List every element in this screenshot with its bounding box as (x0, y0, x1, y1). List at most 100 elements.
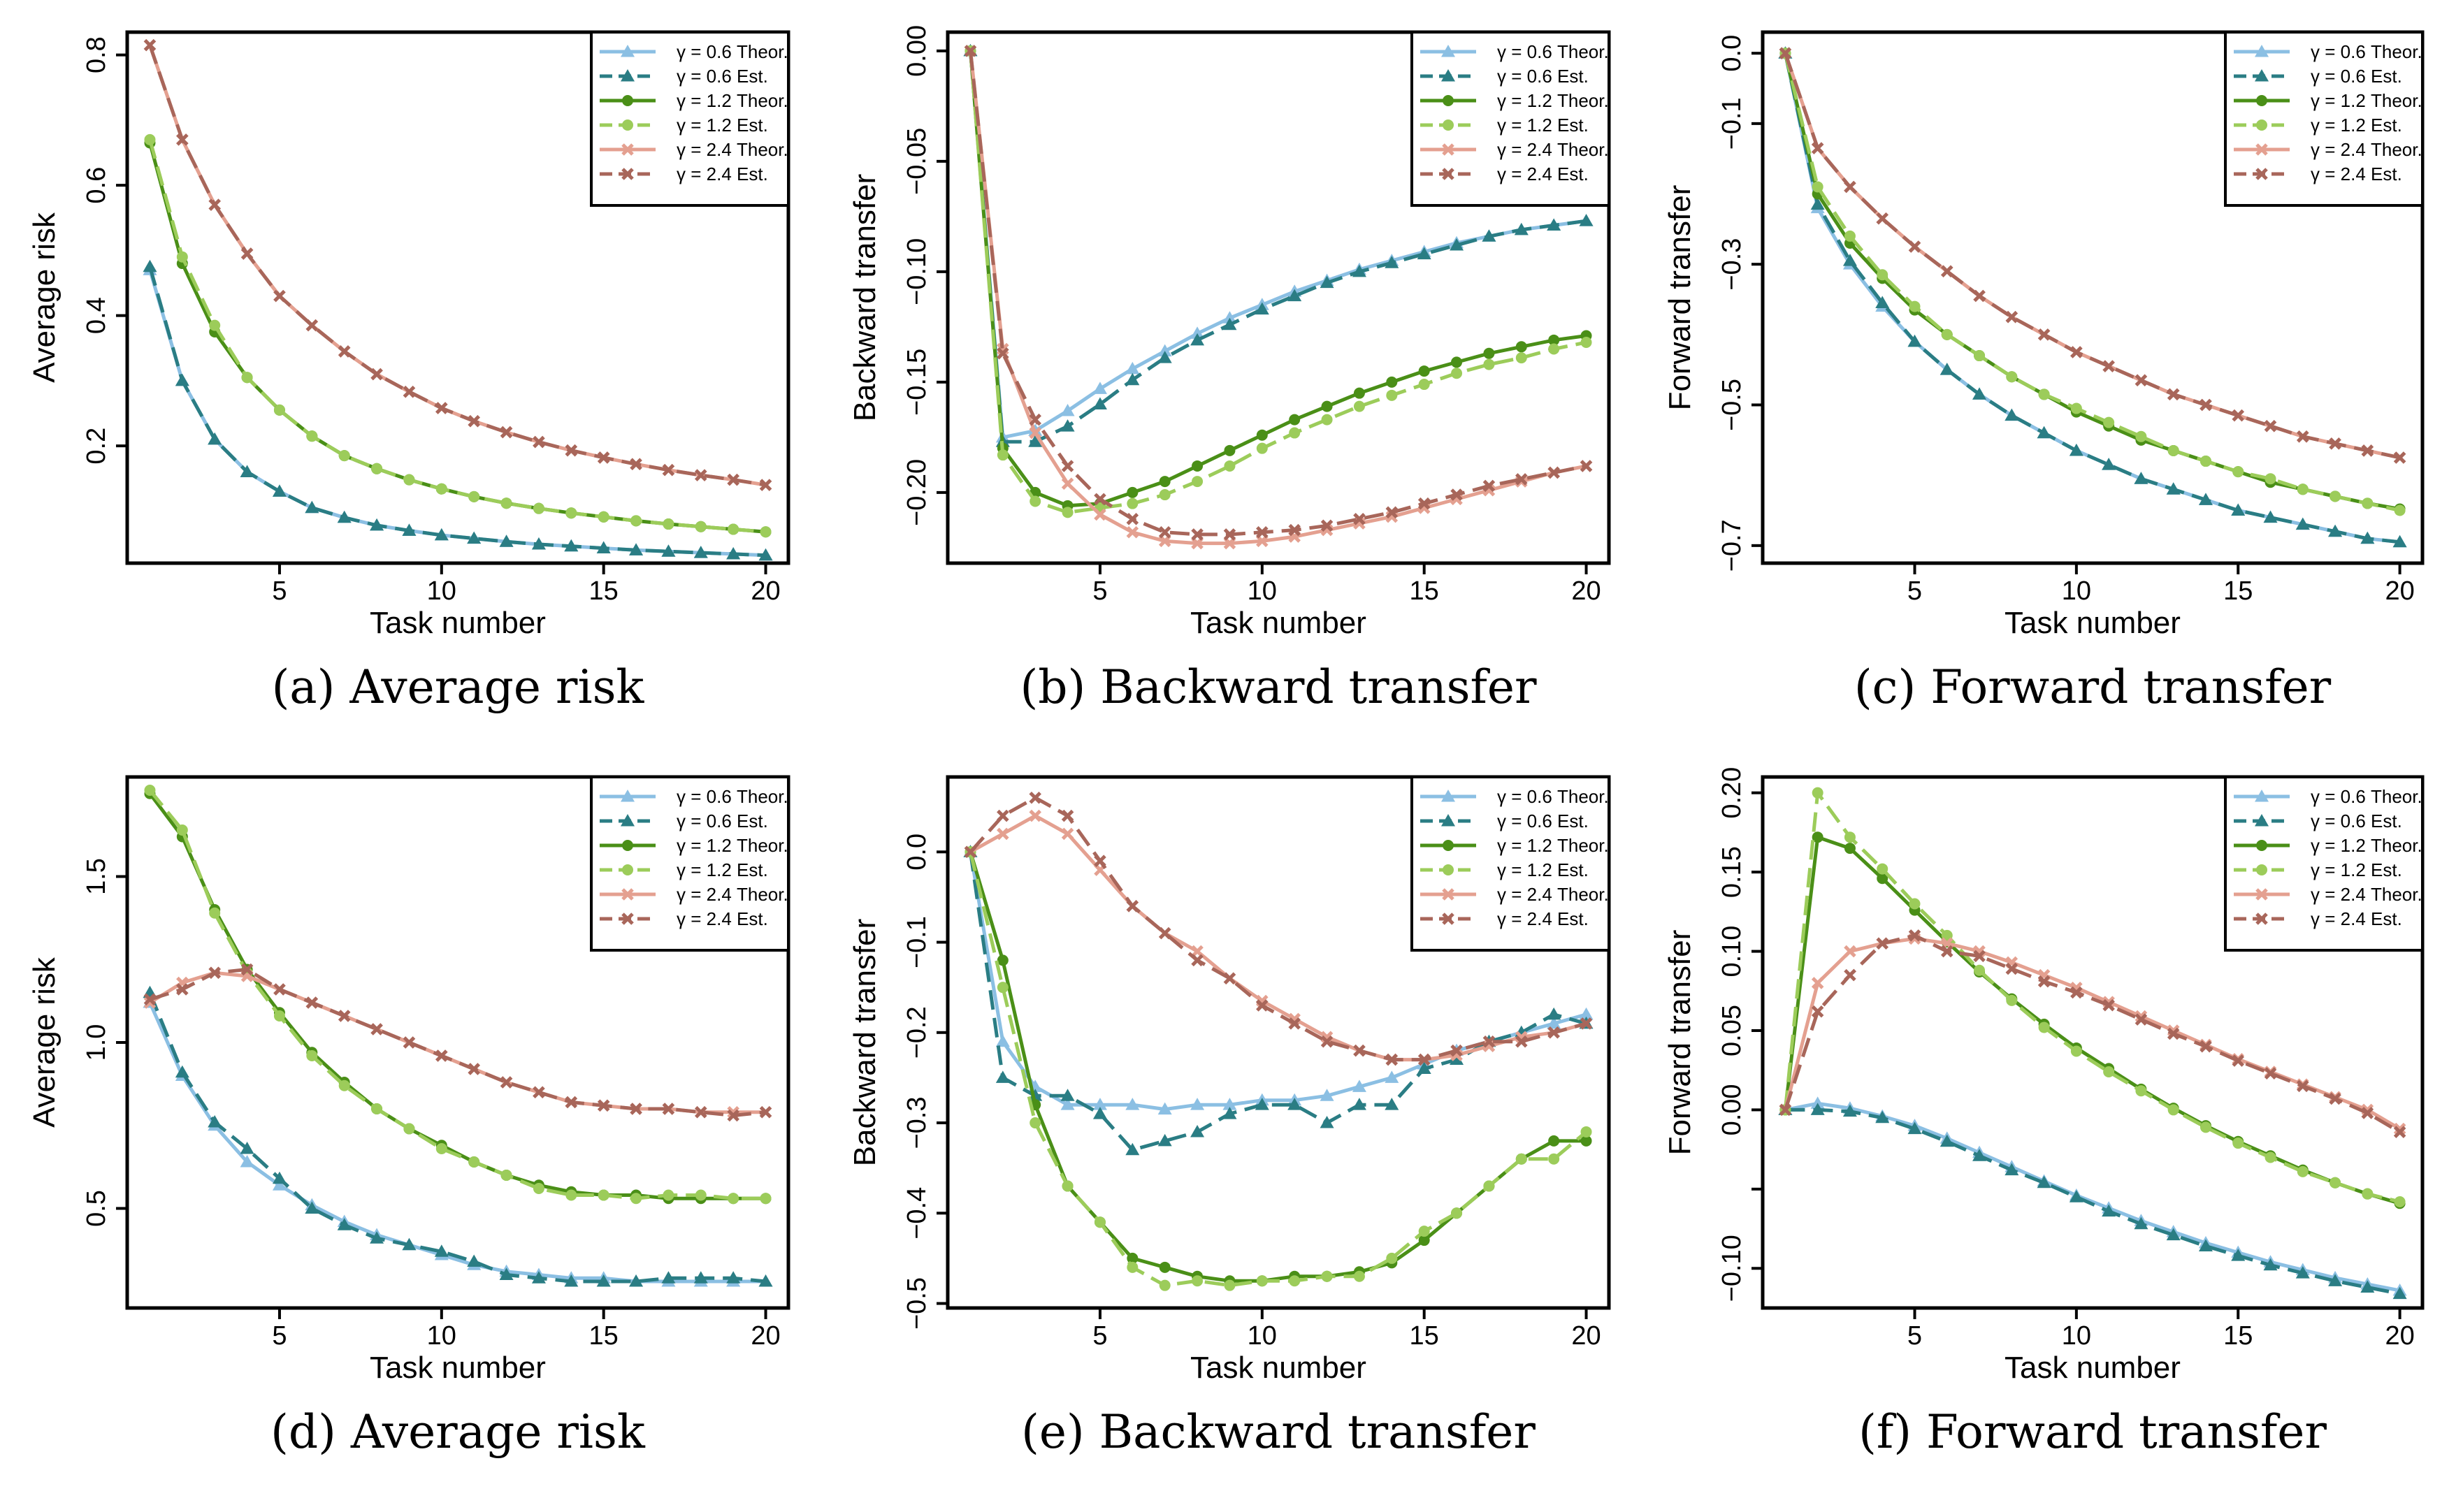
data-point (663, 518, 674, 530)
legend-marker (2255, 143, 2268, 156)
data-point (1125, 361, 1140, 375)
data-point (371, 1103, 383, 1114)
x-tick-label: 10 (2062, 576, 2091, 606)
data-point (2102, 998, 2115, 1012)
data-point (1877, 873, 1888, 885)
data-point (240, 247, 254, 260)
data-point (695, 1105, 707, 1119)
y-tick-label: 0.6 (82, 167, 111, 204)
data-point (2200, 456, 2211, 467)
data-point (2329, 1092, 2341, 1105)
data-point (1028, 1089, 1043, 1101)
y-tick-label: 0.20 (1717, 767, 1747, 819)
data-point (2135, 430, 2147, 442)
data-point (1352, 264, 1366, 277)
x-tick-label: 10 (1248, 1321, 1277, 1351)
data-point (759, 1105, 772, 1119)
x-tick-label: 20 (751, 576, 780, 606)
data-point (305, 1201, 319, 1214)
data-point (370, 1231, 384, 1244)
data-point (1973, 950, 1986, 963)
data-point (1256, 525, 1269, 539)
data-point (1030, 1117, 1041, 1129)
data-point (1320, 519, 1334, 532)
legend-label: γ = 2.4 Est. (2311, 163, 2402, 184)
series-line-1 (148, 1001, 766, 1284)
y-tick-label: 0.0 (902, 834, 932, 871)
data-point (2037, 328, 2051, 341)
y-tick-label: 0.05 (1717, 1005, 1747, 1056)
legend-marker (1443, 864, 1454, 875)
data-point (468, 1156, 480, 1168)
legend-label: γ = 2.4 Est. (677, 908, 768, 929)
y-axis-label: Forward transfer (1663, 930, 1697, 1156)
data-point (272, 1171, 287, 1184)
data-point (2295, 1266, 2310, 1279)
legend-label: γ = 0.6 Theor. (1497, 786, 1609, 807)
data-point (727, 473, 739, 486)
data-point (2037, 426, 2051, 439)
x-axis-label: Task number (370, 1351, 546, 1385)
legend: γ = 0.6 Theor. γ = 0.6 Est. γ = 1.2 Theor.… (590, 776, 790, 952)
data-point (435, 402, 448, 414)
data-point (2232, 1137, 2244, 1149)
data-point (1940, 265, 1953, 278)
data-point (305, 996, 319, 1009)
panel-caption: (d) Average risk (270, 1405, 646, 1459)
data-point (964, 45, 977, 57)
data-point (663, 1189, 674, 1201)
data-point (1908, 240, 1921, 253)
x-tick-label: 20 (2385, 1321, 2414, 1351)
data-point (2393, 1122, 2406, 1135)
data-point (1255, 302, 1269, 315)
data-point (1547, 466, 1560, 479)
series-line-2 (148, 991, 766, 1284)
data-point (1515, 341, 1527, 353)
y-tick-label: −0.2 (902, 1006, 932, 1059)
data-point (1061, 460, 1074, 472)
legend-marker (1441, 814, 1455, 827)
data-point (1321, 400, 1333, 412)
data-point (1029, 809, 1041, 822)
data-point (997, 827, 1009, 841)
y-tick-label: 0.15 (1717, 846, 1747, 898)
data-point (434, 1244, 449, 1257)
data-point (1060, 419, 1075, 432)
series-line-5 (969, 50, 1587, 546)
data-point (1941, 328, 1953, 340)
data-point (1060, 1089, 1075, 1101)
data-point (2330, 1177, 2341, 1188)
chart-panel-3: 5 10 15 20 Task number 0.0 −0.1 −0.3 −0.5 −0.7 For… (1663, 30, 2425, 714)
data-point (1515, 1035, 1528, 1048)
data-point (662, 1103, 675, 1115)
data-point (1159, 1279, 1171, 1291)
x-tick-label: 20 (751, 1321, 780, 1351)
data-point (760, 526, 772, 538)
data-point (1418, 365, 1430, 377)
data-point (2231, 503, 2246, 516)
data-point (1060, 403, 1075, 416)
data-point (2265, 1151, 2276, 1163)
data-point (143, 993, 157, 1006)
y-tick-label: −0.3 (902, 1097, 932, 1149)
data-point (337, 510, 352, 523)
data-point (1547, 218, 1561, 231)
data-point (2392, 1286, 2407, 1300)
data-point (2232, 1054, 2245, 1067)
data-point (533, 1183, 544, 1194)
data-point (1877, 269, 1888, 281)
data-point (1125, 1142, 1140, 1156)
legend-label: γ = 0.6 Theor. (677, 41, 788, 62)
legend-marker (2256, 119, 2267, 131)
data-point (630, 458, 642, 471)
data-point (1222, 1098, 1237, 1110)
data-point (241, 372, 253, 384)
x-tick-label: 10 (2062, 1321, 2091, 1351)
data-point (1810, 1096, 1825, 1109)
legend-label: γ = 1.2 Theor. (677, 90, 788, 111)
data-point (2135, 1013, 2148, 1026)
plot-frame (1761, 30, 2425, 565)
y-tick-label: 1.5 (82, 858, 111, 895)
data-point (2167, 388, 2180, 401)
data-point (1028, 435, 1043, 447)
